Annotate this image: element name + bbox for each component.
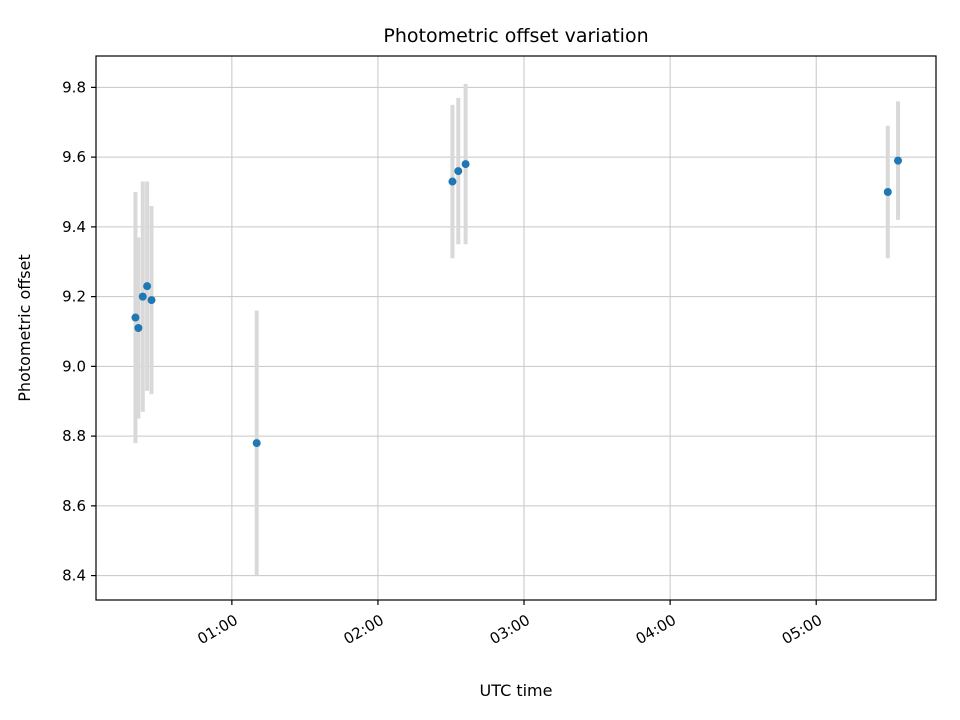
y-tick-label: 9.0 xyxy=(62,357,86,375)
y-tick-label: 9.4 xyxy=(62,218,86,236)
grid-layer xyxy=(96,56,936,600)
y-tick-label: 8.8 xyxy=(62,427,86,445)
data-point xyxy=(147,296,156,305)
data-point xyxy=(131,313,140,322)
data-point xyxy=(461,160,470,169)
y-axis-label: Photometric offset xyxy=(15,254,34,402)
data-point xyxy=(252,439,261,448)
errorbar-layer xyxy=(133,83,901,576)
y-tick-label: 8.4 xyxy=(62,567,86,585)
data-point xyxy=(454,167,463,176)
x-tick-label: 05:00 xyxy=(779,611,825,648)
axis-layer: 01:00 02:00 03:00 04:00 05:00 8.4 8.6 8.8 9.0 9.2… xyxy=(62,55,937,648)
x-tick-label: 02:00 xyxy=(341,611,387,648)
x-tick-label: 03:00 xyxy=(487,611,533,648)
plot-frame xyxy=(95,55,937,601)
y-tick-label: 9.2 xyxy=(62,288,86,306)
data-point xyxy=(143,282,152,291)
x-tick-label: 01:00 xyxy=(194,611,240,648)
y-tick-label: 9.8 xyxy=(62,78,86,96)
data-point xyxy=(138,292,147,301)
scatter-layer xyxy=(131,156,903,448)
y-tick-label: 8.6 xyxy=(62,497,86,515)
x-tick-label: 04:00 xyxy=(633,611,679,648)
x-axis-label: UTC time xyxy=(480,681,553,700)
data-point xyxy=(448,177,457,186)
data-point xyxy=(883,188,892,196)
data-point xyxy=(894,156,903,165)
y-tick-label: 9.6 xyxy=(62,148,86,166)
data-point xyxy=(134,324,143,332)
chart-title: Photometric offset variation xyxy=(383,25,648,47)
